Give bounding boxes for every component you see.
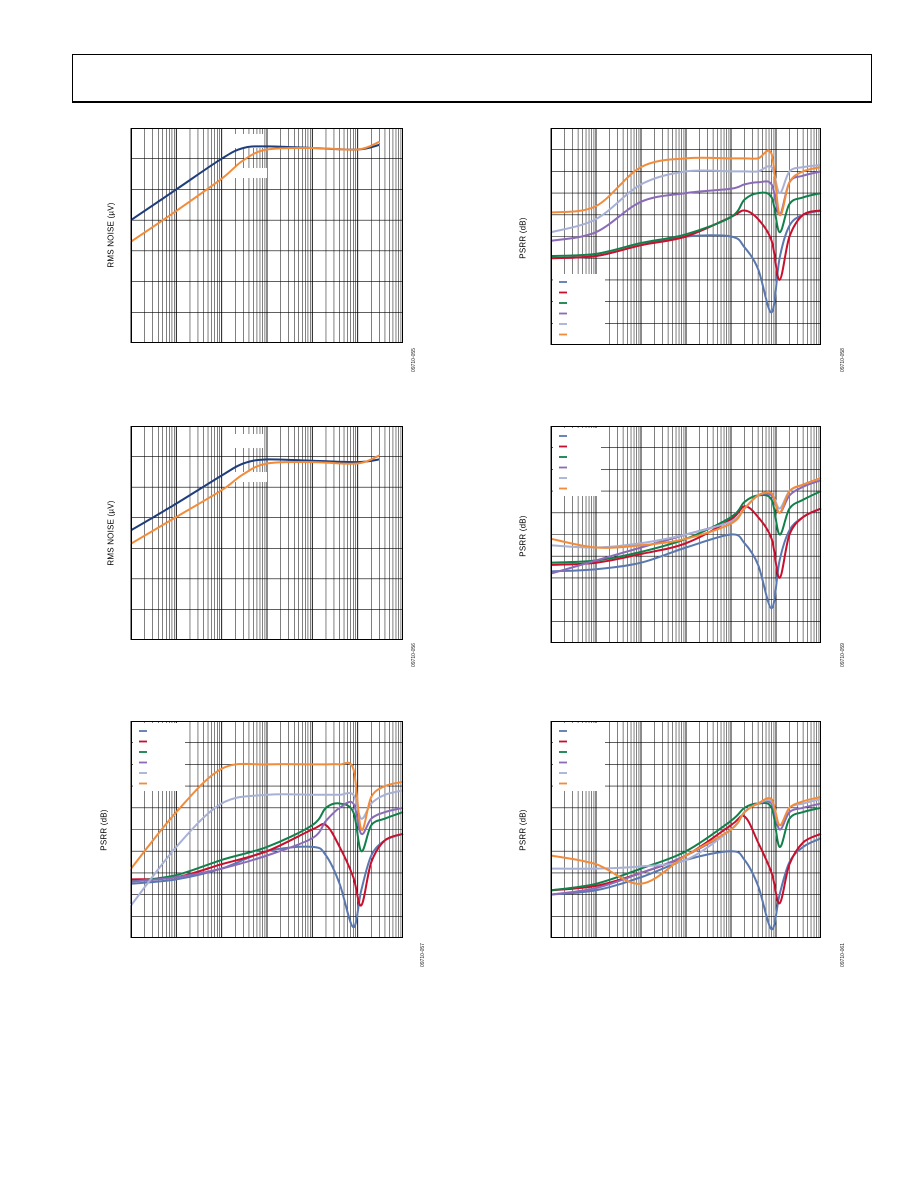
series-line-green — [130, 802, 404, 883]
plot-frame — [131, 426, 403, 640]
chart-panel-c2 — [550, 128, 822, 345]
ylabel-c3: RMS NOISE (µV) — [106, 500, 116, 566]
figure-id-c2: 09710-058 — [840, 348, 846, 372]
label-mask — [227, 472, 267, 482]
chart-svg-c4 — [550, 426, 822, 643]
ylabel-c5: PSRR (dB) — [99, 809, 109, 851]
series-line-red — [550, 505, 822, 579]
ylabel-c1: RMS NOISE (µV) — [106, 202, 116, 268]
series-line-lilac — [130, 789, 404, 907]
grid — [130, 426, 403, 640]
plot-frame — [131, 721, 403, 938]
series-line-orange — [550, 795, 822, 885]
chart-svg-c5 — [130, 721, 404, 938]
grid — [130, 721, 403, 938]
chart-svg-c6 — [550, 721, 822, 938]
series-line-green — [550, 801, 822, 892]
series-line-orange — [130, 761, 404, 870]
chart-panel-c5 — [130, 721, 404, 938]
grid — [550, 426, 821, 643]
series-line-green — [550, 191, 822, 257]
series-line-purple — [130, 800, 404, 883]
legend-box — [133, 723, 185, 791]
chart-panel-c3 — [130, 426, 403, 640]
chart-panel-c4 — [550, 426, 822, 643]
series-line-orange — [130, 454, 380, 545]
figure-id-c3: 09710-056 — [411, 643, 417, 667]
plot-frame — [131, 128, 403, 343]
series-line-green — [550, 490, 822, 564]
grid — [550, 721, 821, 938]
chart-panel-c1 — [130, 128, 403, 343]
series-line-orange — [550, 149, 822, 217]
series-line-lilac — [550, 163, 822, 234]
label-mask — [227, 168, 267, 178]
series-line-orange — [550, 477, 822, 549]
ylabel-c6: PSRR (dB) — [518, 809, 528, 851]
plot-frame — [551, 426, 821, 643]
plot-frame — [551, 721, 821, 938]
series-line-red — [130, 823, 404, 907]
ylabel-c4: PSRR (dB) — [518, 515, 528, 557]
grid — [130, 128, 403, 343]
series-line-orange — [130, 140, 380, 243]
chart-svg-c3 — [130, 426, 403, 640]
chart-svg-c1 — [130, 128, 403, 343]
series-line-navy_light — [550, 507, 822, 610]
ylabel-c2: PSRR (dB) — [518, 217, 528, 259]
legend-box — [553, 428, 601, 496]
series-line-blue — [130, 458, 380, 532]
legend-box — [553, 723, 605, 791]
page-header-box — [72, 54, 872, 103]
label-mask — [223, 434, 263, 448]
legend-box — [553, 274, 605, 344]
figure-id-c1: 09710-055 — [411, 348, 417, 372]
figure-id-c5: 09710-057 — [420, 943, 426, 967]
series-line-red — [550, 209, 822, 281]
figure-id-c6: 09710-061 — [840, 943, 846, 967]
chart-panel-c6 — [550, 721, 822, 938]
plot-frame — [551, 128, 821, 345]
label-mask — [223, 134, 263, 148]
chart-svg-c2 — [550, 128, 822, 345]
figure-id-c4: 09710-059 — [840, 643, 846, 667]
series-line-blue — [130, 143, 380, 221]
